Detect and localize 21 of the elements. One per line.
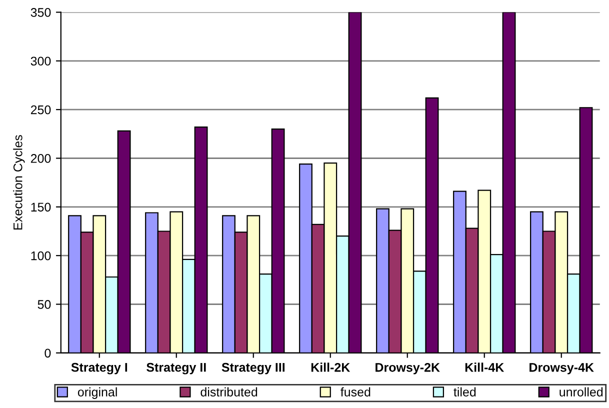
legend-label: tiled [454, 387, 476, 396]
x-tick-label: Kill-4K [465, 362, 504, 372]
y-axis-title: Execution Cycles [13, 135, 25, 230]
y-tick-label: 150 [31, 202, 51, 212]
legend-label: fused [340, 387, 370, 396]
x-tick-label: Drowsy-4K [530, 363, 594, 374]
legend-label: unrolled [560, 387, 603, 396]
y-tick-label: 350 [30, 8, 51, 17]
x-tick-label: Strategy II [146, 362, 206, 374]
y-tick-label: 200 [30, 154, 51, 163]
x-tick-label: Kill-2K [311, 362, 350, 372]
x-tick-label: Drowsy-2K [376, 362, 440, 374]
legend-label: original [78, 387, 117, 399]
x-tick-label: Strategy I [71, 362, 128, 374]
y-tick-label: 100 [31, 251, 51, 260]
x-tick-label: Strategy III [222, 362, 285, 374]
y-tick-label: 250 [30, 105, 51, 114]
y-tick-label: 300 [30, 56, 51, 66]
y-tick-label: 0 [44, 348, 51, 358]
legend-label: distributed [200, 387, 258, 396]
y-tick-label: 50 [38, 300, 51, 309]
